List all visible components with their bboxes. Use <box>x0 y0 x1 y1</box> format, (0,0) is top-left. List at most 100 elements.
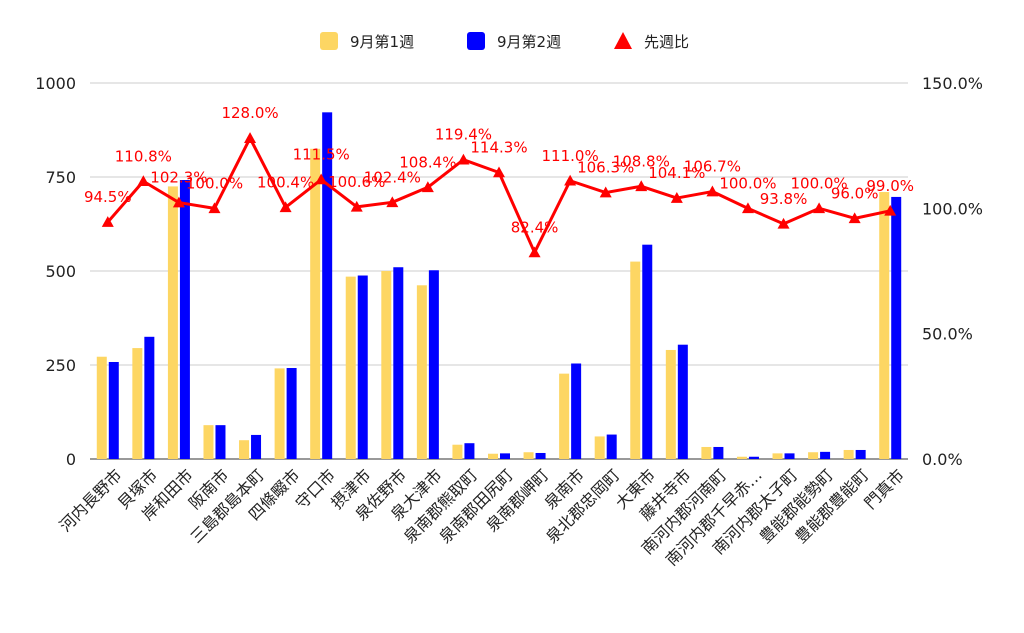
data-label: 114.3% <box>470 138 527 156</box>
left-axis-ticks: 0 250 500 750 1000 <box>35 74 76 469</box>
bar <box>179 180 190 459</box>
bar <box>713 446 724 459</box>
bar <box>736 456 747 459</box>
data-label: 110.8% <box>115 147 172 165</box>
category-labels: 河内長野市貝塚市岸和田市阪南市三島郡島本町四條畷市守口市摂津市泉佐野市泉大津市泉… <box>56 465 908 569</box>
data-label: 108.4% <box>399 153 456 171</box>
right-tick-label: 100.0% <box>922 199 983 218</box>
data-label: 104.1% <box>648 164 705 182</box>
data-label: 100.0% <box>186 174 243 192</box>
data-label: 94.5% <box>84 188 132 206</box>
data-label: 102.3% <box>150 169 207 187</box>
bar <box>144 336 155 459</box>
left-tick-label: 750 <box>45 168 76 187</box>
legend: 9月第1週 9月第2週 先週比 <box>320 32 689 51</box>
ratio-point <box>493 166 505 178</box>
bar <box>488 453 498 459</box>
data-label: 106.7% <box>684 158 741 176</box>
data-label: 108.8% <box>613 152 670 170</box>
ratio-point <box>706 185 719 197</box>
bar <box>855 449 866 459</box>
legend-triangle-icon <box>614 32 632 49</box>
right-tick-label: 50.0% <box>922 325 973 344</box>
data-label: 100.0% <box>719 174 776 192</box>
data-label: 82.4% <box>511 218 559 236</box>
ratio-point <box>528 246 541 258</box>
ratio-point <box>670 192 683 203</box>
ratio-point <box>172 196 185 208</box>
left-tick-label: 1000 <box>35 74 76 93</box>
data-label: 93.8% <box>760 190 808 208</box>
data-label: 99.0% <box>866 177 914 195</box>
bar <box>879 192 890 460</box>
bar <box>594 436 605 459</box>
bar <box>108 361 119 459</box>
data-label: 106.3% <box>577 159 634 177</box>
ratio-point <box>457 153 470 165</box>
ratio-point <box>813 202 826 214</box>
bar <box>251 434 262 459</box>
bar <box>345 276 356 459</box>
bar <box>464 443 475 459</box>
bar <box>357 275 368 459</box>
ratio-point <box>564 174 577 186</box>
ratio-point <box>101 216 114 227</box>
bar-series <box>96 112 902 460</box>
category-label: 門真市 <box>861 465 908 512</box>
bar <box>322 112 333 459</box>
left-tick-label: 0 <box>66 450 76 469</box>
data-label: 100.4% <box>257 173 314 191</box>
data-label: 111.5% <box>293 146 350 164</box>
ratio-point <box>741 202 754 214</box>
bar <box>203 425 214 459</box>
ratio-point <box>599 186 612 198</box>
data-label: 119.4% <box>435 126 492 144</box>
ratio-point <box>208 202 221 214</box>
bar <box>571 363 582 459</box>
bar <box>808 452 819 459</box>
bar <box>784 453 795 459</box>
data-labels: 94.5%110.8%102.3%100.0%128.0%100.4%111.5… <box>84 104 914 236</box>
gridlines <box>90 82 908 460</box>
bar <box>500 453 510 459</box>
ratio-point <box>884 204 897 216</box>
left-tick-label: 500 <box>45 262 76 281</box>
ratio-point <box>848 212 861 224</box>
ratio-point <box>279 201 292 213</box>
ratio-point <box>350 200 363 212</box>
category-label: 守口市 <box>292 465 339 512</box>
bar <box>428 270 439 459</box>
bar <box>381 271 392 459</box>
bar <box>820 451 831 459</box>
bar <box>665 349 676 459</box>
ratio-point <box>244 132 257 143</box>
ratio-point <box>315 173 328 185</box>
data-label: 96.0% <box>831 184 879 202</box>
legend-swatch <box>320 32 338 50</box>
bar <box>239 440 250 459</box>
bar <box>167 186 178 459</box>
bar <box>274 368 285 459</box>
bar <box>701 446 712 459</box>
bar <box>606 434 617 459</box>
right-tick-label: 0.0% <box>922 450 963 469</box>
bar <box>393 267 404 459</box>
legend-swatch <box>467 32 485 50</box>
left-tick-label: 250 <box>45 356 76 375</box>
ratio-point <box>137 175 150 187</box>
bar <box>772 453 783 459</box>
bar <box>843 449 854 459</box>
data-label: 111.0% <box>542 147 599 165</box>
bar <box>642 244 653 459</box>
legend-label: 9月第1週 <box>350 33 414 51</box>
legend-label: 先週比 <box>644 33 689 51</box>
bar <box>215 425 226 459</box>
right-tick-label: 150.0% <box>922 74 983 93</box>
line-series <box>101 132 897 258</box>
bar <box>535 452 546 459</box>
ratio-point <box>635 180 648 192</box>
bar <box>891 196 902 460</box>
data-label: 100.6% <box>328 173 385 191</box>
bar <box>677 344 688 459</box>
